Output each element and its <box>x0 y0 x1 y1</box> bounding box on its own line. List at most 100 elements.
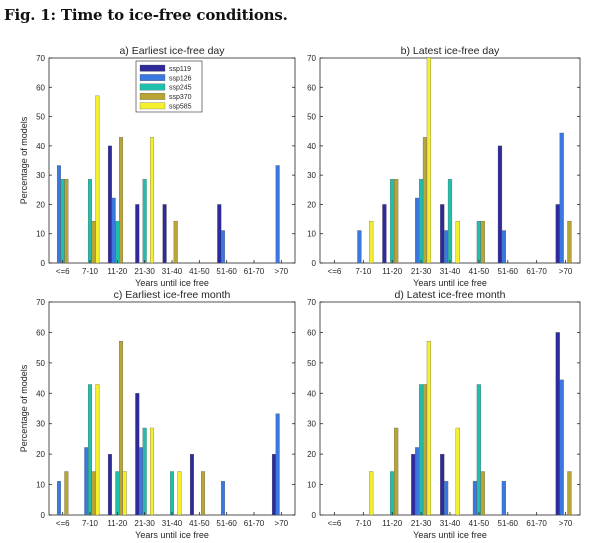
x-axis-label: Years until ice free <box>413 278 487 288</box>
x-tick-label: 21-30 <box>411 267 432 276</box>
x-tick-label: 7-10 <box>355 267 372 276</box>
bar-ssp126-5 <box>472 481 478 515</box>
x-tick-label: 11-20 <box>382 519 402 528</box>
y-tick-label: 0 <box>312 511 317 520</box>
chart-title: c) Earliest ice-free month <box>114 289 231 301</box>
bar-ssp245-2 <box>390 179 395 263</box>
bar-ssp370-3 <box>422 384 428 515</box>
x-tick-label: >70 <box>559 267 573 276</box>
chart-title: d) Latest ice-free month <box>395 289 506 301</box>
legend-swatch-ssp119 <box>139 64 166 72</box>
x-tick-label: 21-30 <box>411 519 432 528</box>
bar-ssp119-3 <box>135 393 140 515</box>
x-tick-label: <=6 <box>56 267 70 276</box>
bars <box>56 95 280 263</box>
bar-ssp119-5 <box>189 453 194 515</box>
bar-ssp585-1 <box>369 471 374 515</box>
chart-panel-1: 0 10 20 30 40 50 60 70 <=6 7-10 11-20 21-30 31-40 41-… <box>19 45 296 288</box>
bar-ssp370-2 <box>119 341 124 515</box>
bars <box>357 58 572 263</box>
y-tick-label: 40 <box>307 142 316 151</box>
bar-ssp126-3 <box>415 197 420 263</box>
y-axis-label: Percentage of models <box>19 116 29 204</box>
bar-ssp119-4 <box>440 453 445 515</box>
bar-ssp370-5 <box>480 471 485 515</box>
y-tick-label: 30 <box>36 420 45 429</box>
y-tick-label: 50 <box>36 359 45 368</box>
y-tick-label: 20 <box>36 450 45 459</box>
bar-ssp370-8 <box>567 471 572 515</box>
bar-ssp126-6 <box>220 481 225 515</box>
bar-ssp585-3 <box>150 427 155 515</box>
bar-ssp119-2 <box>382 204 387 263</box>
bar-ssp119-2 <box>107 453 112 515</box>
bar-ssp370-2 <box>394 179 399 263</box>
bar-ssp245-1 <box>88 384 92 515</box>
x-tick-label: 51-60 <box>216 519 237 528</box>
x-tick-label: 41-50 <box>469 267 490 276</box>
bar-ssp119-2 <box>107 145 112 263</box>
bar-ssp245-4 <box>170 471 174 515</box>
bar-ssp370-2 <box>119 137 124 263</box>
x-axis-label: Years until ice free <box>413 530 487 540</box>
x-tick-label: 41-50 <box>469 519 490 528</box>
y-tick-label: 50 <box>307 113 316 122</box>
y-tick-label: 30 <box>307 171 316 180</box>
bar-ssp585-1 <box>369 220 374 263</box>
y-tick-label: 10 <box>36 230 45 239</box>
bar-ssp126-0 <box>56 165 61 263</box>
bar-ssp126-8 <box>559 132 564 263</box>
bar-ssp119-8 <box>555 332 560 515</box>
chart-panel-2: 0 10 20 30 40 50 60 70 <=6 7-10 11-20 21-30 31-40 41-… <box>307 45 581 288</box>
y-tick-label: 20 <box>36 200 45 209</box>
x-tick-label: 61-70 <box>526 519 547 528</box>
bar-ssp126-2 <box>111 197 116 263</box>
x-tick-label: 41-50 <box>189 267 210 276</box>
bar-ssp245-3 <box>142 427 147 515</box>
bar-ssp370-5 <box>480 220 485 263</box>
y-tick-label: 70 <box>36 54 45 63</box>
bar-ssp119-4 <box>162 204 167 263</box>
bar-ssp370-0 <box>64 471 69 515</box>
bar-ssp370-3 <box>422 137 428 263</box>
chart-panel-4: 0 10 20 30 40 50 60 70 <=6 7-10 11-20 21-30 31-40 41-… <box>307 289 581 540</box>
bar-ssp245-4 <box>447 179 453 263</box>
bar-ssp370-5 <box>201 471 206 515</box>
x-tick-label: 61-70 <box>244 267 265 276</box>
bar-ssp119-6 <box>217 204 222 263</box>
bar-ssp245-2 <box>115 220 120 263</box>
y-tick-label: 50 <box>307 359 316 368</box>
bar-ssp126-4 <box>443 230 449 263</box>
bar-ssp370-4 <box>173 220 178 263</box>
bar-ssp585-4 <box>455 427 460 515</box>
chart-title: a) Earliest ice-free day <box>119 45 225 57</box>
bar-ssp370-1 <box>91 471 96 515</box>
x-tick-label: <=6 <box>56 519 70 528</box>
bar-ssp245-1 <box>88 179 92 263</box>
bar-ssp119-8 <box>271 453 276 515</box>
x-tick-label: 31-40 <box>162 267 183 276</box>
y-tick-label: 10 <box>307 481 316 490</box>
bars <box>369 332 572 515</box>
x-tick-label: 11-20 <box>382 267 402 276</box>
bar-ssp245-0 <box>60 179 65 263</box>
bar-ssp585-4 <box>177 471 182 515</box>
bar-ssp126-1 <box>84 447 89 515</box>
y-tick-label: 60 <box>307 83 316 92</box>
bar-ssp119-6 <box>497 145 503 263</box>
y-tick-label: 40 <box>307 389 316 398</box>
chart-title: b) Latest ice-free day <box>401 45 500 57</box>
figure-title: Fig. 1: Time to ice-free conditions. <box>4 6 288 24</box>
plot-frame <box>319 301 581 516</box>
x-tick-label: 31-40 <box>440 267 461 276</box>
x-tick-label: 51-60 <box>498 267 519 276</box>
x-tick-label: 51-60 <box>498 519 519 528</box>
x-tick-label: 11-20 <box>107 267 127 276</box>
bar-ssp126-1 <box>357 230 362 263</box>
bar-ssp126-3 <box>415 447 420 515</box>
bars <box>56 341 280 515</box>
legend-swatch-ssp585 <box>139 102 166 110</box>
legend-swatch-ssp370 <box>139 93 166 100</box>
bar-ssp370-1 <box>91 220 96 263</box>
legend-label-ssp370: ssp370 <box>169 94 192 101</box>
